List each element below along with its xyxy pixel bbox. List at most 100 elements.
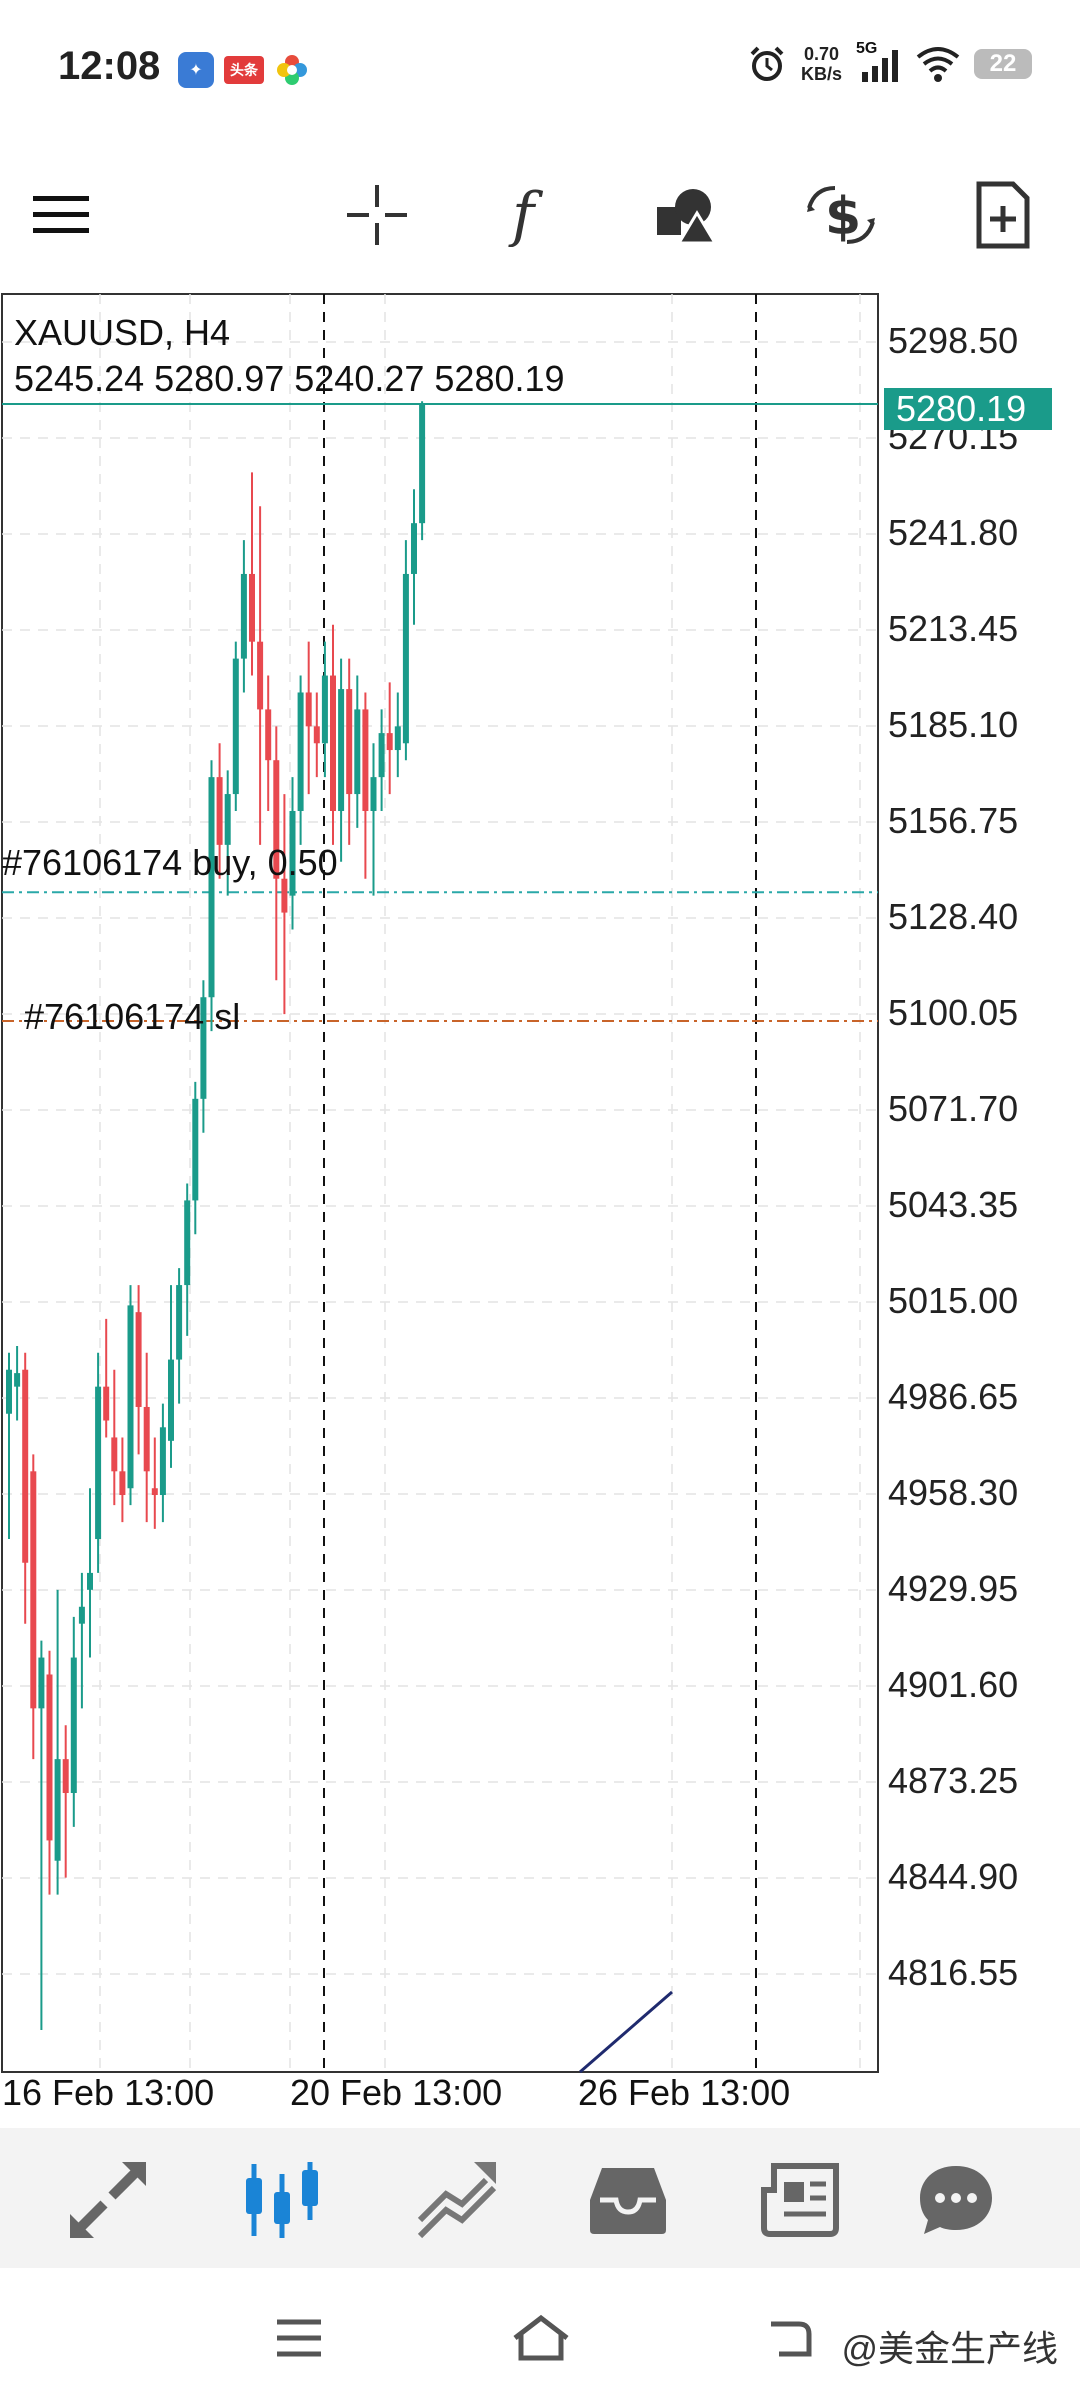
status-right: 0.70 KB/s 5G 22 [747,40,1032,84]
price-axis-label: 4901.60 [888,1664,1019,1705]
price-axis-label: 5241.80 [888,512,1019,553]
price-chart[interactable]: XAUUSD, H4 5245.24 5280.97 5240.27 5280.… [0,292,1080,2122]
crosshair-button[interactable] [332,170,422,260]
system-navigation: @美金生产线 [0,2268,1080,2400]
candle-body [184,1200,191,1286]
candle-body [362,709,369,811]
net-speed: 0.70 KB/s [801,44,842,84]
status-bar: 12:08 ✦ 头条 0.70 KB/s 5G [0,0,1080,140]
nav-news[interactable] [750,2150,850,2250]
system-menu-button[interactable] [264,2308,334,2368]
date-label-3: 26 Feb 13:00 [578,2072,791,2113]
candle-body [30,1471,37,1709]
candle-body [46,1674,53,1841]
pinwheel-icon [274,52,310,88]
price-axis-label: 5071.70 [888,1088,1019,1129]
candle-body [370,777,377,811]
plot-border [1,293,879,2073]
price-axis-label: 5213.45 [888,608,1019,649]
date-label-2: 20 Feb 13:00 [290,2072,503,2113]
bottom-navigation [0,2128,1080,2268]
chart-canvas[interactable] [0,292,1080,2122]
new-order-button[interactable] [958,170,1048,260]
candle-body [135,1312,142,1407]
candle-body [103,1386,110,1421]
candle-body [14,1373,21,1387]
battery-icon: 22 [974,49,1032,79]
objects-button[interactable] [642,170,732,260]
candle-body [394,726,401,751]
app-notification-icon: ✦ [178,52,214,88]
trade-chart-icon [417,2162,497,2239]
candle-body [338,689,345,811]
candle-body [38,1657,45,1709]
indicators-button[interactable]: f [486,170,576,260]
indicator-line [579,1990,673,2074]
status-app-icons: ✦ 头条 [178,52,310,88]
sl-line-label[interactable]: #76106174 sl [24,996,241,1037]
signal-icon: 5G [856,40,902,84]
alarm-icon [750,46,784,81]
candle-body [265,709,272,761]
candle-body [70,1657,77,1794]
news-icon [761,2163,839,2237]
network-type: 5G [856,40,878,57]
candle-body [289,810,296,896]
price-axis-label: 5156.75 [888,800,1019,841]
price-axis-label: 5043.35 [888,1184,1019,1225]
candle-body [378,733,385,778]
menu-icon [33,196,89,233]
candle-body [111,1437,118,1472]
candle-body [305,692,312,727]
svg-text:$: $ [825,187,861,247]
system-home-button[interactable] [506,2308,576,2368]
price-axis-label: 4816.55 [888,1952,1019,1993]
nav-history[interactable] [578,2150,678,2250]
price-axis-label: 4873.25 [888,1760,1019,1801]
back-icon [771,2321,812,2357]
price-axis-label: 5015.00 [888,1280,1019,1321]
buy-line-label[interactable]: #76106174 buy, 0.50 [2,842,338,883]
candle-body [127,1305,134,1489]
candle-body [411,523,417,574]
system-back-button[interactable] [756,2308,826,2368]
candle-body [176,1285,183,1360]
nav-chart[interactable] [232,2150,332,2250]
candle-body [168,1359,174,1441]
net-speed-unit: KB/s [800,64,842,84]
candle-body [273,760,280,879]
date-label-1: 16 Feb 13:00 [2,2072,215,2113]
candle-body [151,1488,158,1496]
candle-body [192,1098,199,1201]
toutiao-icon: 头条 [224,56,264,84]
price-axis-label: 5298.50 [888,320,1019,361]
candle-body [249,573,255,642]
candle-body [208,777,215,998]
nav-messages[interactable] [906,2150,1006,2250]
chart-ohlc: 5245.24 5280.97 5240.27 5280.19 [14,358,565,399]
watermark: @美金生产线 [841,2328,1058,2369]
candle-body [6,1369,12,1414]
candle-body [257,641,264,710]
price-axis-label: 4986.65 [888,1376,1019,1417]
nav-trade[interactable] [408,2150,508,2250]
nav-quotes[interactable] [58,2150,158,2250]
chart-toolbar: f $ [0,140,1080,290]
candle-body [200,997,207,1099]
trade-button[interactable]: $ [796,170,886,260]
price-axis-label: 4844.90 [888,1856,1019,1897]
wifi-icon [916,47,960,82]
candle-body [78,1606,85,1624]
candle-body [95,1386,102,1540]
candle-body [87,1572,93,1590]
menu-button[interactable] [16,170,106,260]
current-price-badge: 5280.19 [884,388,1052,430]
price-axis-label: 4958.30 [888,1472,1019,1513]
candle-body [281,878,288,913]
new-order-icon [976,181,1030,249]
chart-icon [246,2162,318,2238]
candle-body [143,1406,150,1472]
candle-body [224,794,231,845]
indicators-icon: f [508,183,544,247]
candle-body [240,573,247,659]
